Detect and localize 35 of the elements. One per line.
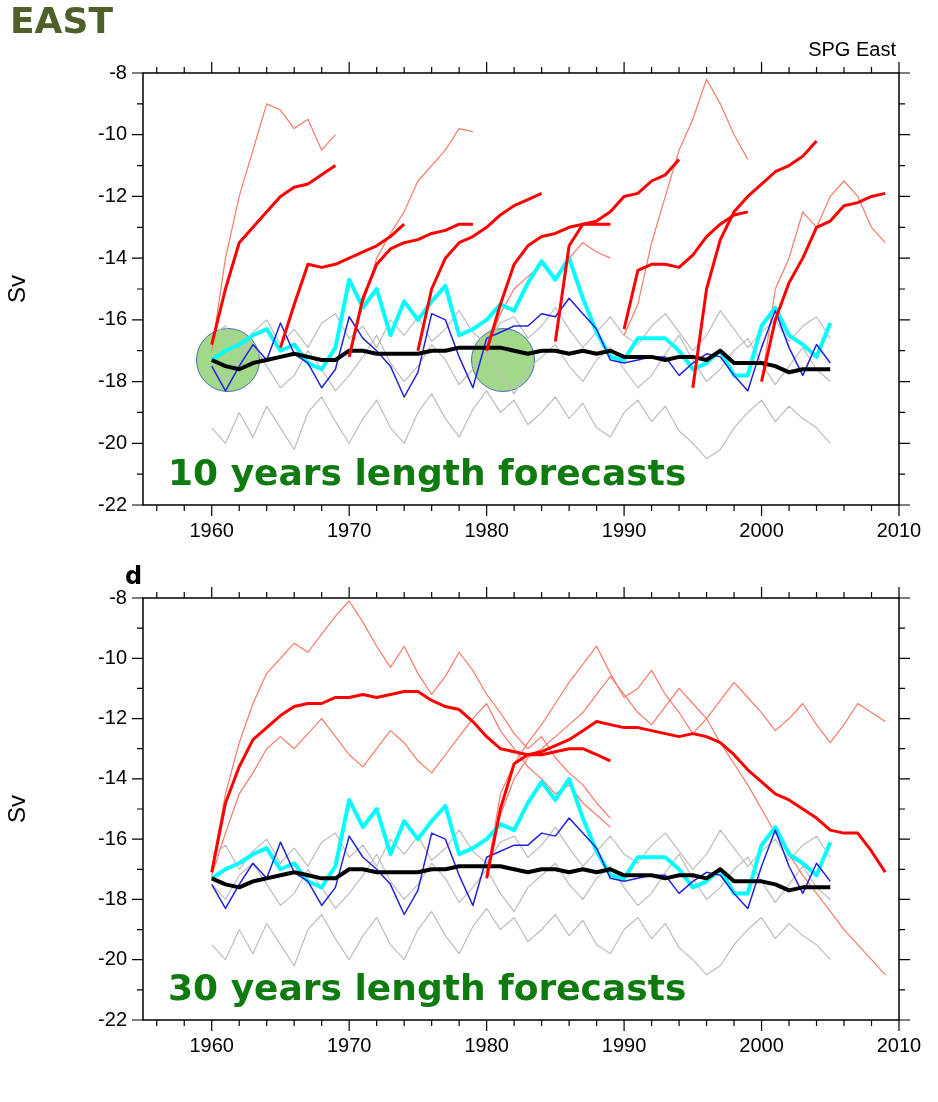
x-tick-label: 2000 (739, 1033, 784, 1056)
x-tick-label: 2010 (876, 518, 922, 541)
y-tick-label: -10 (98, 122, 127, 145)
x-tick-label: 1970 (326, 1033, 372, 1056)
annotation: 30 years length forecasts (168, 967, 687, 1008)
y-tick-label: -10 (98, 645, 127, 668)
x-tick-label: 1990 (601, 518, 647, 541)
x-tick-label: 2010 (876, 1033, 922, 1056)
x-tick-label: 2000 (739, 518, 784, 541)
y-axis-title: Sv (3, 794, 31, 824)
x-tick-label: 1980 (464, 518, 509, 541)
x-tick-label: 1990 (601, 1033, 647, 1056)
chart-title: EAST (10, 0, 113, 41)
y-tick-label: -8 (109, 585, 127, 608)
y-tick-label: -14 (98, 245, 127, 268)
y-tick-label: -12 (98, 706, 127, 729)
annotation: 10 years length forecasts (168, 452, 687, 493)
x-tick-label: 1960 (189, 1033, 234, 1056)
y-tick-label: -14 (98, 766, 127, 789)
chart-title: d (125, 562, 143, 590)
y-tick-label: -20 (98, 430, 127, 453)
y-tick-label: -16 (98, 826, 127, 849)
y-tick-label: -22 (98, 492, 127, 515)
y-tick-label: -22 (98, 1007, 127, 1030)
y-tick-label: -18 (98, 886, 127, 909)
y-tick-label: -20 (98, 947, 127, 970)
y-tick-label: -18 (98, 369, 127, 392)
y-axis-title: Sv (3, 274, 31, 304)
chart-subtitle: SPG East (808, 38, 896, 61)
x-tick-label: 1960 (189, 518, 234, 541)
y-tick-label: -12 (98, 183, 127, 206)
x-tick-label: 1980 (464, 1033, 509, 1056)
x-tick-label: 1970 (326, 518, 372, 541)
y-tick-label: -8 (109, 60, 127, 83)
y-tick-label: -16 (98, 307, 127, 330)
